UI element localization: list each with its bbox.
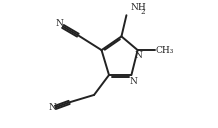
Text: N: N	[135, 51, 143, 60]
Text: N: N	[130, 77, 138, 86]
Text: 2: 2	[141, 8, 145, 17]
Text: NH: NH	[130, 3, 146, 12]
Text: N: N	[55, 19, 63, 28]
Text: N: N	[48, 103, 56, 112]
Text: CH₃: CH₃	[156, 46, 174, 55]
